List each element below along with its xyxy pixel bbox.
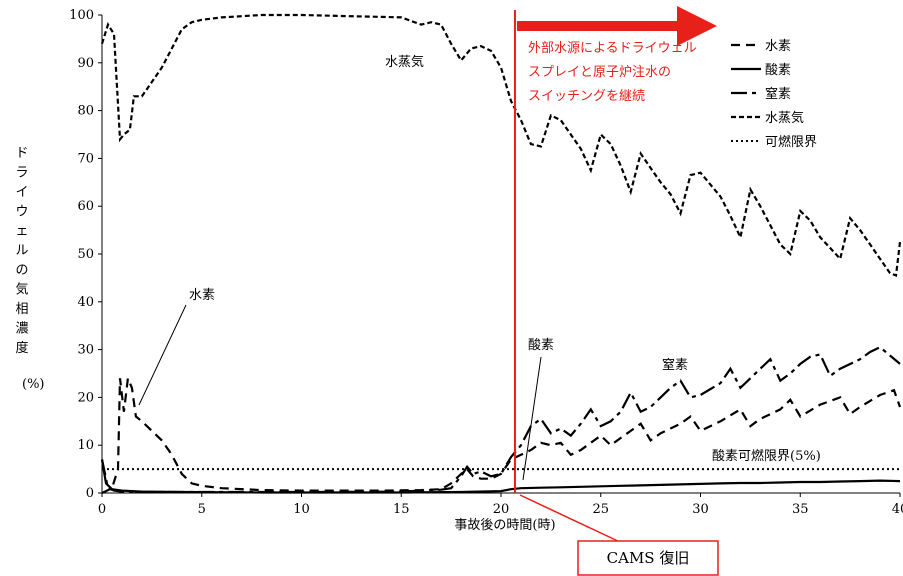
- vapor-annotation: 水蒸気: [385, 54, 424, 70]
- x-tick-label: 25: [592, 502, 609, 517]
- x-tick-label: 0: [98, 502, 106, 517]
- x-tick-label: 15: [393, 502, 410, 517]
- series-line-2: [100, 345, 901, 494]
- y-axis-label-char: ラ: [15, 166, 28, 181]
- series-layer: [100, 13, 902, 494]
- y-tick-label: 60: [77, 199, 94, 214]
- series-line-0: [101, 374, 902, 494]
- y-tick-label: 70: [77, 151, 94, 166]
- series-line-3: [100, 13, 902, 278]
- cams-callout-box: [577, 540, 719, 576]
- x-tick-label: 35: [792, 502, 809, 517]
- cams-callout: CAMS 復旧: [519, 494, 719, 576]
- oxygen-limit-annotation: 酸素可燃限界(5%): [712, 448, 821, 464]
- x-ticks: 0 5 10 15 20 25 30 35 40: [98, 493, 903, 517]
- y-tick-label: 90: [77, 56, 94, 71]
- y-axis-label-char: ェ: [15, 224, 28, 239]
- y-axis-label-char: 相: [15, 302, 28, 317]
- switch-note-line-2: スプレイと原子炉注水の: [528, 65, 671, 80]
- y-tick-label: 20: [77, 390, 94, 405]
- x-tick-label: 5: [198, 502, 206, 517]
- legend-label: 水素: [765, 39, 791, 54]
- y-axis-label-char: ウ: [15, 205, 28, 220]
- y-tick-label: 100: [69, 8, 94, 23]
- legend-label: 水蒸気: [765, 110, 804, 126]
- y-axis-label-char: 気: [15, 282, 28, 298]
- y-tick-label: 0: [86, 486, 94, 501]
- y-ticks: 0 10 20 30 40 50 60 70 80 90 100: [69, 8, 102, 501]
- x-tick-label: 20: [493, 502, 510, 517]
- nitrogen-annotation: 窒素: [662, 357, 688, 373]
- y-axis-label-char: 度: [15, 340, 28, 356]
- y-axis-label-char: の: [15, 263, 28, 278]
- x-tick-label: 30: [692, 502, 709, 517]
- hydrogen-annotation: 水素: [189, 288, 215, 303]
- y-axis-label-char: ド: [15, 146, 28, 161]
- hydrogen-leader-line: [138, 304, 187, 406]
- legend-label: 可燃限界: [765, 134, 817, 150]
- switch-note-line-3: スイッチングを継続: [528, 89, 645, 104]
- x-tick-label: 40: [892, 502, 903, 517]
- y-tick-label: 10: [77, 438, 94, 453]
- x-tick-label: 10: [293, 502, 310, 517]
- oxygen-leader-line: [522, 356, 542, 481]
- oxygen-annotation: 酸素: [528, 338, 554, 353]
- switch-note-line-1: 外部水源によるドライウェル: [528, 41, 697, 56]
- y-axis-label-char: イ: [15, 185, 28, 200]
- y-axis-unit: (%): [22, 377, 45, 392]
- legend-label: 酸素: [765, 63, 791, 78]
- cams-callout-pointer: [519, 494, 621, 543]
- y-tick-label: 50: [77, 247, 94, 262]
- cams-callout-text: CAMS 復旧: [607, 549, 690, 567]
- y-axis-label-char: ル: [15, 244, 28, 259]
- y-tick-label: 80: [77, 104, 94, 119]
- y-tick-label: 40: [77, 295, 94, 310]
- y-axis-label-char: 濃: [15, 322, 28, 337]
- legend-label: 窒素: [765, 86, 791, 102]
- x-axis-label: 事故後の時間(時): [454, 518, 555, 533]
- y-tick-label: 30: [77, 343, 94, 358]
